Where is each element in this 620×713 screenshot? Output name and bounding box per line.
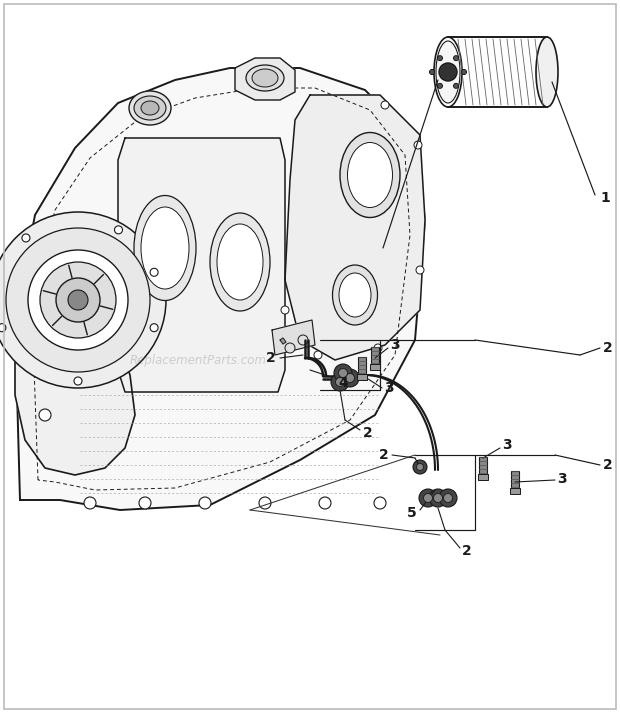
- Text: 2: 2: [266, 351, 276, 365]
- Circle shape: [438, 56, 443, 61]
- Ellipse shape: [141, 101, 159, 115]
- Circle shape: [334, 364, 352, 382]
- Bar: [511, 471, 519, 493]
- Circle shape: [423, 493, 433, 503]
- Text: 2: 2: [603, 341, 613, 355]
- Ellipse shape: [129, 91, 171, 125]
- Circle shape: [374, 497, 386, 509]
- Circle shape: [298, 335, 308, 345]
- Text: 3: 3: [384, 381, 394, 395]
- Circle shape: [281, 306, 289, 314]
- Bar: [510, 488, 520, 494]
- Ellipse shape: [210, 213, 270, 311]
- Circle shape: [6, 228, 150, 372]
- Circle shape: [374, 344, 382, 352]
- Circle shape: [150, 324, 158, 332]
- Circle shape: [341, 369, 359, 387]
- Text: 2: 2: [603, 458, 613, 472]
- Circle shape: [414, 141, 422, 149]
- Ellipse shape: [340, 133, 400, 217]
- Circle shape: [339, 369, 347, 377]
- Circle shape: [419, 489, 437, 507]
- Circle shape: [416, 266, 424, 274]
- Circle shape: [461, 69, 466, 74]
- Circle shape: [139, 497, 151, 509]
- Polygon shape: [272, 320, 315, 355]
- Ellipse shape: [246, 65, 284, 91]
- Polygon shape: [15, 68, 425, 510]
- Ellipse shape: [141, 207, 189, 289]
- Circle shape: [150, 268, 158, 277]
- Circle shape: [319, 497, 331, 509]
- Text: 3: 3: [557, 472, 567, 486]
- Circle shape: [439, 489, 457, 507]
- Ellipse shape: [332, 265, 378, 325]
- Ellipse shape: [347, 143, 392, 207]
- Circle shape: [56, 278, 100, 322]
- Circle shape: [259, 497, 271, 509]
- Circle shape: [0, 212, 166, 388]
- Circle shape: [199, 497, 211, 509]
- Polygon shape: [285, 95, 425, 360]
- Text: 2: 2: [462, 544, 472, 558]
- Circle shape: [68, 290, 88, 310]
- Bar: [371, 347, 379, 369]
- Polygon shape: [15, 270, 135, 475]
- Text: 3: 3: [390, 338, 400, 352]
- Circle shape: [28, 250, 128, 350]
- Bar: [478, 474, 488, 480]
- Circle shape: [443, 493, 453, 503]
- Ellipse shape: [252, 69, 278, 87]
- Circle shape: [285, 343, 295, 353]
- Circle shape: [0, 324, 6, 332]
- Circle shape: [413, 460, 427, 474]
- Ellipse shape: [434, 37, 462, 107]
- Text: 4: 4: [338, 376, 348, 390]
- Bar: [479, 457, 487, 479]
- Circle shape: [438, 83, 443, 88]
- Polygon shape: [235, 58, 295, 100]
- Ellipse shape: [134, 195, 196, 300]
- Text: 2: 2: [363, 426, 373, 440]
- Circle shape: [115, 226, 123, 234]
- Text: ReplacementParts.com: ReplacementParts.com: [130, 354, 267, 366]
- Circle shape: [22, 234, 30, 242]
- Circle shape: [331, 373, 349, 391]
- Circle shape: [417, 463, 423, 471]
- Circle shape: [439, 63, 457, 81]
- Text: 1: 1: [600, 191, 609, 205]
- Circle shape: [430, 69, 435, 74]
- Ellipse shape: [436, 41, 460, 103]
- Bar: [358, 357, 366, 379]
- Text: 2: 2: [379, 448, 389, 462]
- Circle shape: [429, 489, 447, 507]
- Circle shape: [453, 83, 459, 88]
- Circle shape: [39, 409, 51, 421]
- Circle shape: [314, 351, 322, 359]
- Circle shape: [433, 493, 443, 503]
- Ellipse shape: [134, 96, 166, 120]
- Text: 3: 3: [502, 438, 512, 452]
- Circle shape: [84, 497, 96, 509]
- Circle shape: [40, 262, 116, 338]
- Polygon shape: [280, 338, 286, 344]
- Text: 5: 5: [407, 506, 417, 520]
- Ellipse shape: [339, 273, 371, 317]
- Circle shape: [33, 265, 43, 275]
- Circle shape: [345, 374, 355, 382]
- Circle shape: [453, 56, 459, 61]
- Ellipse shape: [217, 224, 263, 300]
- Bar: [357, 374, 367, 380]
- Circle shape: [39, 334, 51, 346]
- Ellipse shape: [536, 37, 558, 107]
- Circle shape: [381, 101, 389, 109]
- Circle shape: [74, 377, 82, 385]
- Polygon shape: [118, 138, 285, 392]
- Circle shape: [335, 377, 345, 386]
- Bar: [370, 364, 380, 370]
- Bar: [448, 37, 547, 107]
